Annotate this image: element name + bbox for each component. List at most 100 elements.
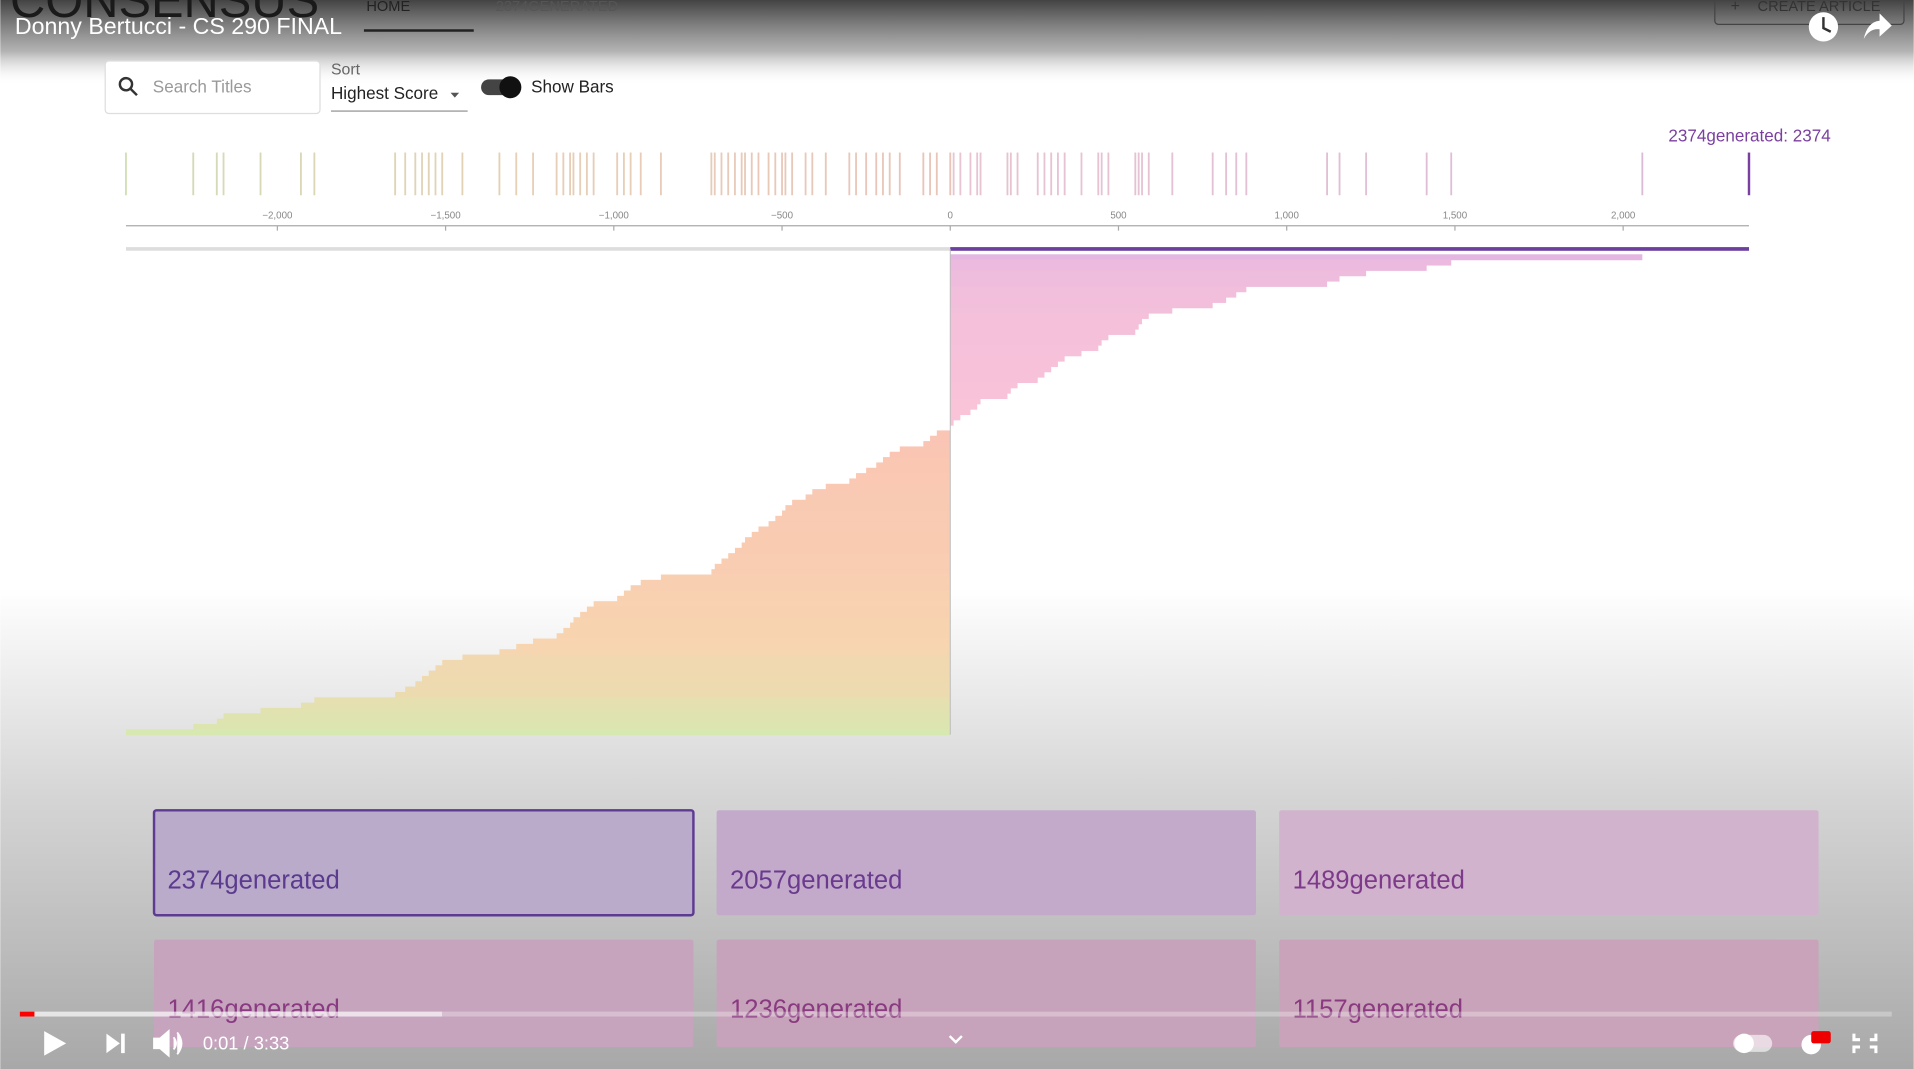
score-bar[interactable] bbox=[950, 393, 1008, 399]
exit-fullscreen[interactable] bbox=[1852, 1033, 1878, 1054]
score-bar[interactable] bbox=[580, 611, 951, 618]
score-bar[interactable] bbox=[300, 702, 951, 709]
score-bar[interactable] bbox=[950, 329, 1136, 335]
article-card[interactable] bbox=[716, 939, 1256, 1048]
score-bar[interactable] bbox=[193, 723, 951, 730]
score-bar[interactable] bbox=[714, 563, 951, 570]
score-bar[interactable] bbox=[711, 569, 951, 576]
score-bar[interactable] bbox=[950, 254, 1643, 261]
score-bar[interactable] bbox=[950, 334, 1109, 341]
score-bar[interactable] bbox=[640, 579, 951, 586]
score-bar[interactable] bbox=[950, 302, 1213, 309]
nav-link[interactable]: 2374GENERATED bbox=[496, 0, 618, 15]
score-bar[interactable] bbox=[950, 280, 1328, 287]
score-bar[interactable] bbox=[758, 526, 951, 533]
score-bar[interactable] bbox=[630, 585, 951, 592]
score-bar[interactable] bbox=[499, 649, 951, 656]
score-bar[interactable] bbox=[573, 617, 951, 624]
progress-track[interactable] bbox=[19, 1011, 1892, 1017]
score-bar[interactable] bbox=[812, 489, 951, 496]
score-bar[interactable] bbox=[405, 686, 951, 693]
score-bar[interactable] bbox=[950, 318, 1143, 325]
score-bar[interactable] bbox=[792, 499, 951, 506]
score-bar[interactable] bbox=[586, 606, 951, 613]
score-bar[interactable] bbox=[950, 361, 1058, 367]
score-bar[interactable] bbox=[950, 409, 971, 416]
score-bar[interactable] bbox=[950, 355, 1065, 362]
score-bar[interactable] bbox=[415, 681, 951, 688]
score-bar[interactable] bbox=[516, 643, 951, 650]
play-button[interactable] bbox=[44, 1031, 67, 1056]
score-bar[interactable] bbox=[950, 275, 1340, 282]
score-bar[interactable] bbox=[805, 494, 951, 501]
share-icon[interactable] bbox=[1863, 13, 1892, 40]
sort-value[interactable]: Highest Score bbox=[331, 84, 438, 103]
score-bar[interactable] bbox=[223, 713, 951, 720]
score-bar[interactable] bbox=[556, 633, 951, 640]
score-bar[interactable] bbox=[745, 537, 951, 544]
score-bar[interactable] bbox=[876, 462, 951, 469]
score-bar[interactable] bbox=[125, 729, 951, 736]
score-bar[interactable] bbox=[785, 505, 951, 512]
score-bar[interactable] bbox=[950, 264, 1427, 271]
score-bar[interactable] bbox=[950, 286, 1247, 293]
score-bar[interactable] bbox=[950, 366, 1052, 373]
score-bar[interactable] bbox=[751, 531, 951, 538]
score-bar[interactable] bbox=[950, 247, 1749, 251]
score-bar[interactable] bbox=[950, 371, 1045, 378]
score-bar[interactable] bbox=[660, 574, 951, 581]
volume-button[interactable] bbox=[153, 1029, 183, 1058]
score-bar[interactable] bbox=[734, 547, 951, 554]
score-bar[interactable] bbox=[533, 638, 951, 645]
score-bar[interactable] bbox=[563, 627, 951, 634]
score-bar[interactable] bbox=[570, 622, 951, 629]
score-bar[interactable] bbox=[435, 665, 951, 672]
score-bar[interactable] bbox=[216, 718, 951, 725]
score-bar[interactable] bbox=[950, 345, 1099, 351]
article-card[interactable] bbox=[154, 939, 694, 1048]
score-bar[interactable] bbox=[617, 595, 951, 602]
article-card[interactable] bbox=[1279, 810, 1819, 916]
score-bar[interactable] bbox=[950, 414, 961, 421]
score-bar[interactable] bbox=[882, 457, 951, 464]
score-bar[interactable] bbox=[775, 515, 951, 522]
score-bar[interactable] bbox=[442, 659, 951, 666]
score-bar[interactable] bbox=[950, 419, 954, 426]
score-bar[interactable] bbox=[866, 467, 951, 474]
score-bar[interactable] bbox=[260, 707, 951, 714]
score-bar[interactable] bbox=[623, 590, 951, 597]
score-bar[interactable] bbox=[950, 403, 978, 410]
score-bar[interactable] bbox=[314, 697, 951, 704]
score-bar[interactable] bbox=[930, 435, 951, 442]
score-bar[interactable] bbox=[950, 350, 1082, 357]
score-bar[interactable] bbox=[768, 521, 951, 528]
score-bar[interactable] bbox=[422, 675, 951, 682]
score-bar[interactable] bbox=[950, 323, 1139, 330]
score-bar[interactable] bbox=[936, 430, 951, 437]
score-bar[interactable] bbox=[462, 654, 951, 661]
score-bar[interactable] bbox=[950, 291, 1237, 298]
search-box[interactable] bbox=[104, 60, 321, 115]
score-bar[interactable] bbox=[825, 483, 951, 490]
score-bar[interactable] bbox=[889, 451, 951, 458]
score-bar[interactable] bbox=[950, 339, 1102, 346]
score-bar[interactable] bbox=[950, 270, 1367, 277]
score-bar[interactable] bbox=[950, 377, 1038, 383]
score-bar[interactable] bbox=[950, 382, 1018, 389]
score-bar[interactable] bbox=[428, 670, 951, 677]
article-card[interactable] bbox=[716, 810, 1256, 916]
next-button[interactable] bbox=[106, 1033, 125, 1054]
score-bar[interactable] bbox=[899, 446, 951, 453]
score-bar[interactable] bbox=[950, 312, 1149, 319]
score-bar[interactable] bbox=[950, 398, 981, 405]
score-bar[interactable] bbox=[950, 296, 1227, 303]
score-bar[interactable] bbox=[849, 478, 951, 485]
score-bar[interactable] bbox=[950, 259, 1452, 266]
toggle-knob[interactable] bbox=[499, 76, 522, 99]
score-bar[interactable] bbox=[950, 387, 1011, 394]
score-bar[interactable] bbox=[741, 542, 951, 549]
article-card[interactable] bbox=[152, 809, 695, 917]
score-bar[interactable] bbox=[593, 601, 951, 608]
score-bar[interactable] bbox=[395, 691, 951, 698]
score-bar[interactable] bbox=[950, 307, 1173, 314]
